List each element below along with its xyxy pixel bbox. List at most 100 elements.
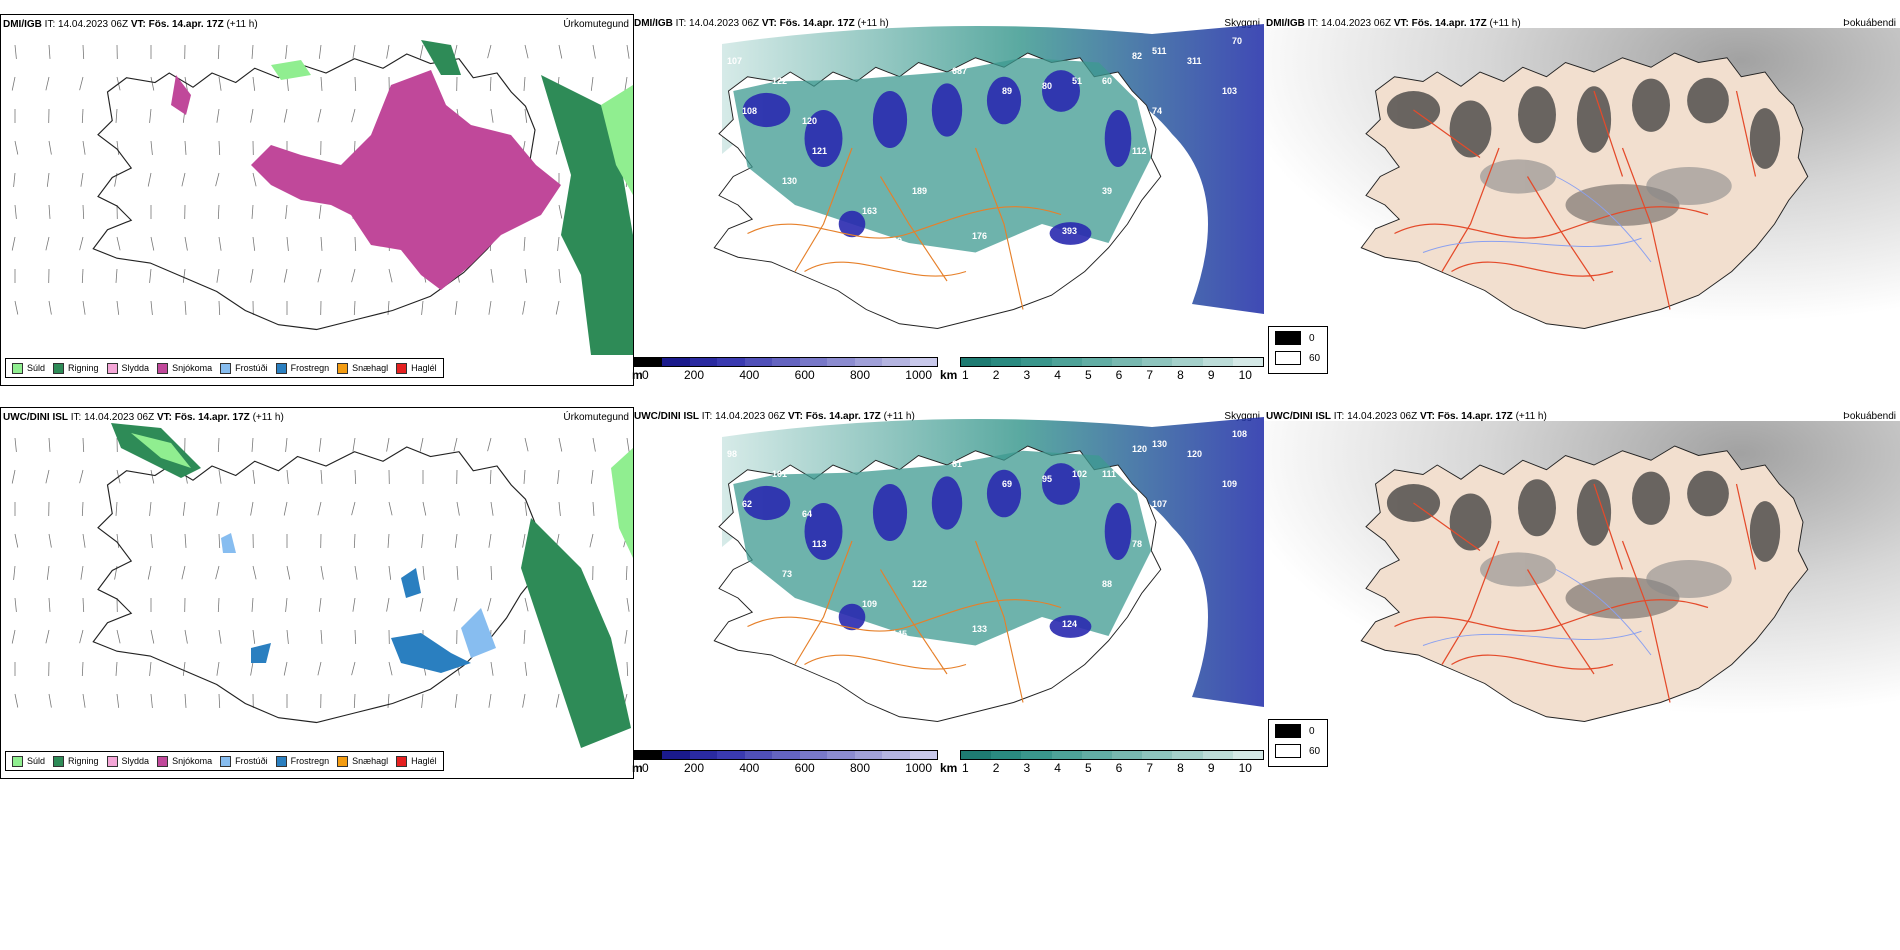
precip-legend: Súld Rigning Slydda Snjókoma Frostúði Frostre… — [5, 358, 444, 378]
visibility-number: 74 — [1152, 106, 1162, 116]
precip-legend-label: Snjókoma — [172, 756, 213, 766]
precip-legend-item: Slydda — [106, 362, 150, 374]
visibility-number: 120 — [1187, 449, 1202, 459]
it-value: 14.04.2023 06Z — [715, 411, 786, 422]
ceiling-swatch — [717, 358, 745, 366]
visibility-number: 59 — [792, 599, 802, 609]
it-label: IT: — [701, 411, 713, 422]
visibility-number: 112 — [1132, 146, 1147, 156]
visibility-number: 87 — [1177, 569, 1187, 579]
precip-legend-item: Haglél — [396, 755, 437, 767]
precip-legend-swatch — [396, 362, 408, 374]
visibility-number: 109 — [1222, 479, 1237, 489]
panel-title: DMI/IGB IT: 14.04.2023 06Z VT: Fös. 14.a… — [3, 19, 258, 30]
it-value: 14.04.2023 06Z — [1321, 18, 1392, 29]
visibility-number: 119 — [932, 644, 947, 654]
precip-areas — [171, 40, 633, 355]
panel-kind: Skyggni — [1224, 18, 1260, 29]
lead-time: (+11 h) — [1515, 411, 1547, 422]
model-name: UWC/DINI ISL — [1266, 411, 1331, 422]
precip-legend-item: Rigning — [53, 362, 99, 374]
precip-type-panel: DMI/IGB IT: 14.04.2023 06Z VT: Fös. 14.a… — [0, 14, 634, 386]
precip-legend-item: Snjókoma — [157, 755, 213, 767]
fog-legend-swatch — [1275, 351, 1301, 365]
fog-map — [1264, 421, 1900, 747]
visibility-unit: km — [940, 368, 958, 382]
visibility-number: 309 — [932, 251, 947, 261]
ceiling-swatch — [772, 751, 800, 759]
vt-value: Fös. 14.apr. 17Z — [1411, 18, 1487, 29]
ceiling-ticks: 0 200 400 600 800 1000 — [642, 368, 932, 382]
visibility-map: 98 101 62 64 113 73 59 109 122 191 61 69 95 102 111 120… — [713, 417, 1264, 722]
fog-legend-row: 60 — [1275, 744, 1320, 758]
visibility-tick: 4 — [1054, 368, 1061, 382]
visibility-colorbar — [960, 750, 1264, 760]
precip-legend-swatch — [220, 362, 232, 374]
precip-legend-item: Snæhagl — [337, 362, 388, 374]
visibility-swatch — [1021, 358, 1052, 366]
visibility-number: 107 — [1152, 499, 1167, 509]
precip-legend-label: Snjókoma — [172, 363, 213, 373]
visibility-number: 63 — [992, 644, 1002, 654]
visibility-swatch — [1172, 358, 1203, 366]
precip-legend-label: Slydda — [121, 363, 150, 373]
ceiling-swatch — [799, 751, 828, 759]
visibility-swatch — [1051, 751, 1082, 759]
ceiling-unit: m — [632, 368, 643, 382]
visibility-number: 73 — [782, 569, 792, 579]
fog-index-panel: DMI/IGB IT: 14.04.2023 06Z VT: Fös. 14.a… — [1264, 14, 1900, 384]
visibility-number: 120 — [802, 116, 817, 126]
precip-legend-item: Frostúði — [220, 362, 268, 374]
precip-legend-item: Frostúði — [220, 755, 268, 767]
precip-legend-swatch — [337, 362, 349, 374]
visibility-number: 101 — [772, 469, 787, 479]
precip-legend: Súld Rigning Slydda Snjókoma Frostúði Frostre… — [5, 751, 444, 771]
visibility-tick: 8 — [1177, 761, 1184, 775]
ceiling-swatch — [717, 751, 745, 759]
visibility-number: 78 — [1132, 539, 1142, 549]
visibility-unit: km — [940, 761, 958, 775]
model-name: DMI/IGB — [1266, 18, 1305, 29]
visibility-tick: 1 — [962, 761, 969, 775]
it-value: 14.04.2023 06Z — [1347, 411, 1418, 422]
panel-title: UWC/DINI ISL IT: 14.04.2023 06Z VT: Fös.… — [1266, 411, 1547, 422]
visibility-tick: 2 — [992, 368, 1000, 382]
visibility-swatch — [961, 751, 992, 759]
ceiling-swatch — [882, 751, 910, 759]
visibility-number: 225 — [1032, 261, 1047, 271]
visibility-number: 120 — [1132, 444, 1147, 454]
visibility-swatch — [1232, 358, 1264, 366]
visibility-number: 143 — [1122, 629, 1137, 639]
ceiling-colorbar — [634, 357, 938, 367]
vt-value: Fös. 14.apr. 17Z — [148, 19, 224, 30]
precip-legend-label: Haglél — [411, 756, 437, 766]
lead-time: (+11 h) — [252, 412, 284, 423]
visibility-number: 311 — [1187, 56, 1202, 66]
panel-kind: Skyggni — [1224, 411, 1260, 422]
visibility-number: 191 — [832, 644, 847, 654]
fog-legend-label: 60 — [1309, 352, 1321, 364]
panel-title: UWC/DINI ISL IT: 14.04.2023 06Z VT: Fös.… — [3, 412, 284, 423]
precip-map — [11, 423, 633, 748]
visibility-number: 182 — [992, 251, 1007, 261]
ceiling-tick: 400 — [739, 761, 760, 775]
precip-legend-label: Rigning — [68, 363, 99, 373]
lead-time: (+11 h) — [883, 411, 915, 422]
visibility-tick: 5 — [1084, 368, 1092, 382]
precip-legend-swatch — [12, 362, 23, 374]
ceiling-ticks: 0 200 400 600 800 1000 — [642, 761, 932, 775]
precip-legend-label: Snæhagl — [352, 756, 389, 766]
precip-legend-label: Haglél — [411, 363, 437, 373]
visibility-number: 163 — [862, 206, 877, 216]
panel-kind: Úrkomutegund — [563, 412, 629, 423]
vt-label: VT: — [787, 411, 803, 422]
visibility-number: 60 — [1102, 76, 1112, 86]
ceiling-swatch — [662, 358, 690, 366]
vt-label: VT: — [1393, 18, 1409, 29]
precip-legend-swatch — [106, 362, 118, 374]
visibility-number: 61 — [952, 459, 962, 469]
ceiling-swatch — [744, 751, 773, 759]
visibility-tick: 10 — [1238, 761, 1252, 775]
precip-legend-swatch — [275, 362, 287, 374]
ceiling-swatch — [854, 358, 883, 366]
